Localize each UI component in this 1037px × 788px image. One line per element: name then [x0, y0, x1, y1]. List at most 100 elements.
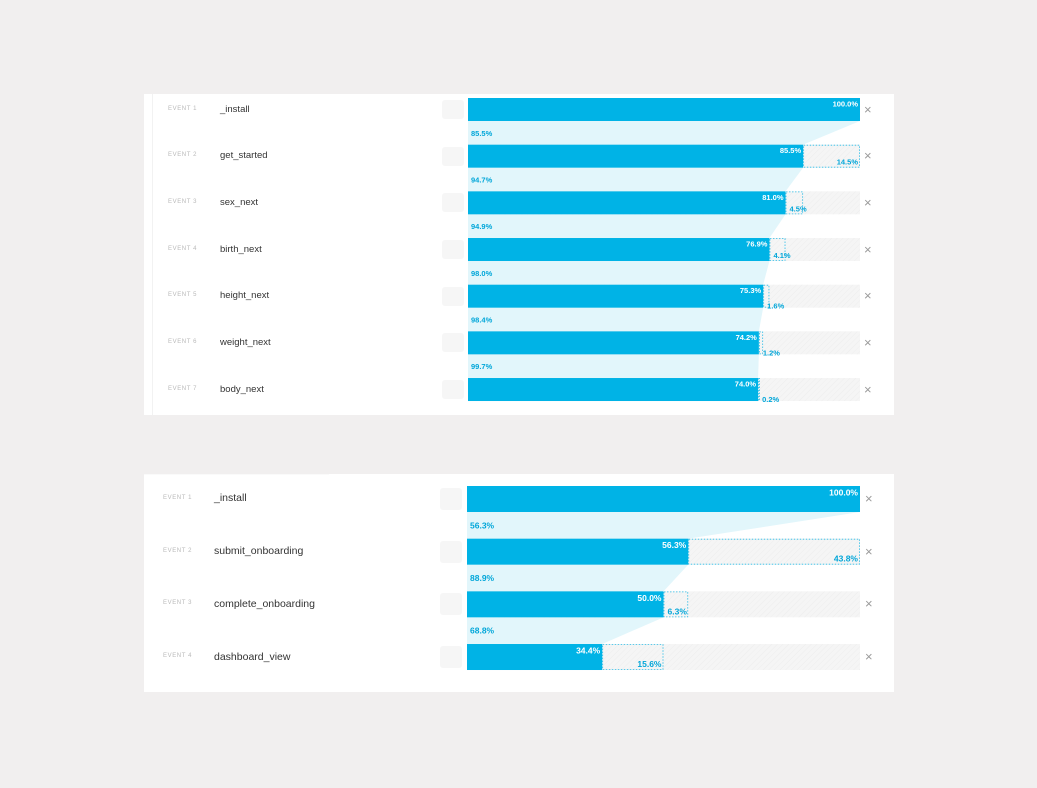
dropoff-label: 4.5%	[790, 204, 807, 213]
dropoff-label: 1.6%	[767, 302, 784, 311]
conversion-flow	[468, 167, 804, 192]
close-icon[interactable]: ×	[864, 241, 872, 257]
event-type-icon	[440, 488, 462, 510]
event-name[interactable]: weight_next	[220, 336, 271, 348]
conversion-label: 88.9%	[470, 573, 495, 583]
dropoff-box	[769, 238, 786, 261]
event-name[interactable]: _install	[220, 103, 250, 115]
conversion-flow	[468, 121, 860, 145]
event-name[interactable]: dashboard_view	[214, 650, 291, 663]
conversion-flow	[468, 261, 770, 285]
event-name[interactable]: submit_onboarding	[214, 545, 304, 558]
dropoff-box	[803, 144, 860, 168]
dropoff-box	[758, 378, 760, 401]
event-name[interactable]: height_next	[220, 290, 270, 302]
funnel-bar[interactable]	[468, 284, 764, 308]
event-type-icon	[440, 646, 462, 668]
dropoff-box	[785, 191, 804, 215]
event-name[interactable]: _install	[214, 492, 247, 505]
conversion-label: 85.5%	[471, 129, 493, 138]
conversion-flow	[467, 564, 689, 592]
dropoff-label: 43.8%	[834, 554, 859, 564]
funnel-bar[interactable]	[468, 98, 860, 121]
event-name[interactable]: birth_next	[220, 243, 262, 255]
event-type-icon	[442, 240, 464, 259]
dropoff-label: 0.2%	[762, 395, 779, 404]
close-icon[interactable]: ×	[864, 148, 872, 164]
dropoff-box	[602, 644, 664, 670]
dropoff-box	[763, 284, 770, 308]
event-step-label: EVENT 7	[168, 385, 198, 392]
conversion-label: 94.7%	[471, 176, 493, 185]
event-step-label: EVENT 6	[168, 338, 198, 345]
close-icon[interactable]: ×	[865, 596, 873, 612]
conversion-flow	[468, 307, 764, 332]
conversion-label: 68.8%	[470, 626, 495, 636]
close-icon[interactable]: ×	[864, 194, 872, 210]
event-step-label: EVENT 3	[168, 198, 198, 205]
bar-value-label: 34.4%	[576, 646, 601, 656]
event-name[interactable]: complete_onboarding	[214, 597, 315, 610]
funnel-chart-2: 100.0% 56.3% 43.8% 56.3% 88.9% 6.3% 50.0% 68.8%…	[467, 486, 860, 671]
close-icon[interactable]: ×	[864, 101, 872, 117]
funnel-bar[interactable]	[467, 538, 689, 565]
close-icon[interactable]: ×	[864, 334, 872, 350]
conversion-label: 56.3%	[470, 520, 495, 530]
bar-value-label: 74.0%	[735, 380, 757, 389]
bar-value-label: 76.9%	[746, 240, 768, 249]
event-name[interactable]: body_next	[220, 383, 264, 395]
conversion-label: 99.7%	[471, 362, 493, 371]
event-name[interactable]: get_started	[220, 150, 268, 162]
event-step-label: EVENT 2	[163, 547, 193, 554]
conversion-flow	[467, 512, 860, 539]
close-icon[interactable]: ×	[865, 649, 873, 664]
event-type-icon	[442, 100, 464, 119]
funnel-bar[interactable]	[468, 378, 759, 402]
funnel-bar[interactable]	[467, 486, 860, 512]
dropoff-label: 4.1%	[773, 251, 790, 260]
funnel-bar[interactable]	[468, 331, 759, 355]
conversion-label: 98.4%	[471, 316, 493, 325]
event-step-label: EVENT 4	[163, 653, 193, 659]
close-icon[interactable]: ×	[865, 543, 873, 559]
panel-top-accent	[144, 474, 329, 475]
bar-value-label: 50.0%	[637, 593, 662, 603]
dropoff-box	[688, 538, 860, 565]
event-type-icon	[442, 146, 464, 166]
dropoff-label: 1.2%	[763, 348, 780, 357]
funnel-panel-1: 100.0% 85.5% 14.5% 85.5% 94.7% 4.5% 81.0% 94.9%…	[144, 94, 894, 415]
event-step-label: EVENT 5	[168, 292, 198, 299]
bar-value-label: 74.2%	[736, 333, 758, 342]
event-step-label: EVENT 3	[163, 600, 193, 607]
bar-value-label: 100.0%	[829, 488, 858, 498]
bar-value-label: 56.3%	[662, 540, 687, 550]
bar-value-label: 100.0%	[833, 100, 859, 109]
conversion-label: 98.0%	[471, 269, 493, 278]
panel-divider	[152, 94, 153, 415]
dropoff-box	[663, 591, 689, 618]
event-type-icon	[442, 193, 464, 213]
bar-value-label: 75.3%	[740, 286, 762, 295]
funnel-bar[interactable]	[468, 144, 804, 168]
dropoff-box	[758, 331, 764, 355]
bar-value-label: 85.5%	[780, 146, 802, 155]
funnel-bar[interactable]	[467, 591, 664, 618]
funnel-panel-2: 100.0% 56.3% 43.8% 56.3% 88.9% 6.3% 50.0% 68.8%…	[144, 474, 894, 692]
conversion-flow	[467, 617, 664, 645]
funnel-bar[interactable]	[467, 644, 603, 671]
event-type-icon	[442, 333, 464, 353]
event-step-label: EVENT 4	[168, 245, 198, 252]
event-step-label: EVENT 1	[163, 495, 193, 501]
event-step-label: EVENT 2	[168, 152, 198, 159]
close-icon[interactable]: ×	[865, 491, 873, 506]
bar-value-label: 81.0%	[762, 193, 784, 202]
dropoff-label: 14.5%	[837, 158, 859, 167]
event-name[interactable]: sex_next	[220, 196, 259, 208]
event-type-icon	[442, 286, 464, 306]
close-icon[interactable]: ×	[864, 381, 872, 397]
event-type-icon	[440, 593, 462, 616]
close-icon[interactable]: ×	[864, 288, 872, 304]
funnel-bar[interactable]	[468, 238, 770, 262]
funnel-bar[interactable]	[468, 191, 786, 215]
conversion-flow	[468, 214, 786, 239]
